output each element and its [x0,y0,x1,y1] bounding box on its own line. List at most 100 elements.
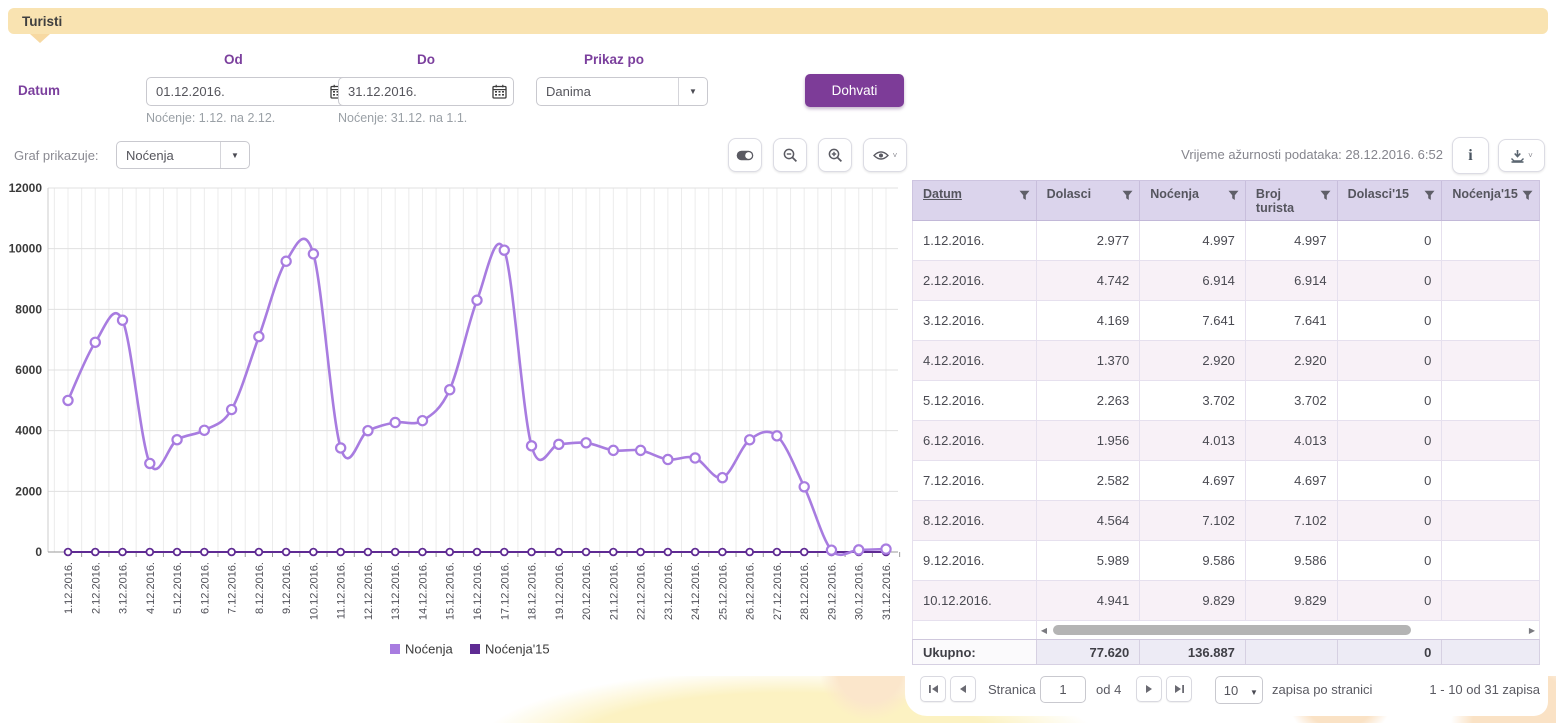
footer-total-cell: 0 [1338,640,1443,664]
column-label[interactable]: Noćenja [1150,187,1199,201]
display-by-value: Danima [546,84,591,99]
page-number-input[interactable]: 1 [1040,676,1086,703]
x-axis-tick-label: 11.12.2016. [336,562,348,619]
table-cell [1442,341,1539,380]
x-axis-tick-label: 18.12.2016. [527,562,539,620]
column-label[interactable]: Noćenja'15 [1452,187,1518,201]
next-page-button[interactable] [1136,676,1162,702]
column-label[interactable]: Datum [923,187,962,201]
table-cell: 7.102 [1140,501,1246,540]
x-axis-tick-label: 9.12.2016. [281,562,293,614]
column-label[interactable]: Dolasci [1046,187,1092,201]
table-cell [1442,541,1539,580]
table-hscrollbar-row: ◀ ▶ [912,621,1540,639]
y-axis-tick-label: 10000 [9,242,43,256]
table-cell: 2.920 [1246,341,1338,380]
scroll-left-icon[interactable]: ◀ [1040,625,1048,635]
last-page-button[interactable] [1166,676,1192,702]
date-from-input[interactable]: 01.12.2016. [146,77,352,106]
table-header-row: Datum Dolasci Noćenja Broj turista Dolasci'1… [912,180,1540,221]
filter-icon[interactable] [1019,190,1030,201]
x-axis-tick-label: 26.12.2016. [745,562,757,620]
table-row[interactable]: 6.12.2016. 1.956 4.013 4.013 0 [912,421,1540,461]
x-axis-tick-label: 29.12.2016. [826,562,838,620]
eye-icon [872,150,889,160]
date-to-input[interactable]: 31.12.2016. [338,77,514,106]
table-row[interactable]: 5.12.2016. 2.263 3.702 3.702 0 [912,381,1540,421]
table-cell: 1.370 [1037,341,1141,380]
filter-icon[interactable] [1424,190,1435,201]
first-page-button[interactable] [920,676,946,702]
table-cell: 10.12.2016. [913,581,1037,620]
table-cell: 0 [1338,261,1443,300]
line-chart[interactable]: 0 2000 4000 6000 8000 10000 12000 1.12.2016. 2.1… [0,178,910,678]
prev-page-icon [960,685,966,693]
table-row[interactable]: 2.12.2016. 4.742 6.914 6.914 0 [912,261,1540,301]
table-row[interactable]: 8.12.2016. 4.564 7.102 7.102 0 [912,501,1540,541]
table-cell: 7.12.2016. [913,461,1037,500]
legend-label: Noćenja [405,642,453,657]
column-header-no-enja-15[interactable]: Noćenja'15 [1442,181,1539,220]
zoom-in-button[interactable] [818,138,852,172]
table-cell: 4.697 [1140,461,1246,500]
table-cell: 4.941 [1037,581,1141,620]
calendar-icon[interactable] [485,78,513,105]
x-axis-tick-label: 15.12.2016. [445,562,457,620]
table-row[interactable]: 3.12.2016. 4.169 7.641 7.641 0 [912,301,1540,341]
table-row[interactable]: 10.12.2016. 4.941 9.829 9.829 0 [912,581,1540,621]
datum-label: Datum [18,83,61,98]
filter-icon[interactable] [1522,190,1533,201]
info-button[interactable]: i [1452,137,1489,174]
x-axis-tick-label: 19.12.2016. [554,562,566,620]
stranica-label: Stranica [988,682,1036,697]
table-row[interactable]: 9.12.2016. 5.989 9.586 9.586 0 [912,541,1540,581]
visibility-menu-button[interactable]: ˅ [863,138,907,172]
next-page-icon [1146,685,1152,693]
table-cell [1442,421,1539,460]
table-cell: 1.956 [1037,421,1141,460]
display-by-select[interactable]: Danima ▼ [536,77,708,106]
table-row[interactable]: 7.12.2016. 2.582 4.697 4.697 0 [912,461,1540,501]
chevron-down-icon: ˅ [892,150,898,160]
table-cell: 9.829 [1140,581,1246,620]
filter-icon[interactable] [1228,190,1239,201]
table-cell [1442,381,1539,420]
x-axis-tick-label: 30.12.2016. [854,562,866,620]
pagination-bar: Stranica 1 od 4 10 ▼ zapisa po stranici … [912,676,1540,706]
theme-toggle-button[interactable] [728,138,762,172]
zoom-out-button[interactable] [773,138,807,172]
table-cell: 7.641 [1140,301,1246,340]
table-row[interactable]: 4.12.2016. 1.370 2.920 2.920 0 [912,341,1540,381]
filter-icon[interactable] [1122,190,1133,201]
footer-total-cell [1246,640,1338,664]
table-cell: 0 [1338,541,1443,580]
page-size-select[interactable]: 10 ▼ [1215,676,1263,704]
column-header-dolasci-15[interactable]: Dolasci'15 [1338,181,1443,220]
column-header-no-enja[interactable]: Noćenja [1140,181,1246,220]
column-header-dolasci[interactable]: Dolasci [1037,181,1141,220]
export-button[interactable]: ˅ [1498,139,1545,172]
horizontal-scrollbar[interactable]: ◀ ▶ [1037,621,1539,639]
table-cell: 3.702 [1246,381,1338,420]
prev-page-button[interactable] [950,676,976,702]
table-cell [1442,261,1539,300]
scrollbar-thumb[interactable] [1053,625,1411,635]
table-row[interactable]: 1.12.2016. 2.977 4.997 4.997 0 [912,221,1540,261]
fetch-button[interactable]: Dohvati [805,74,904,107]
table-cell: 4.697 [1246,461,1338,500]
table-cell [1442,221,1539,260]
column-label[interactable]: Broj turista [1255,187,1295,216]
table-cell: 8.12.2016. [913,501,1037,540]
x-axis-tick-label: 24.12.2016. [690,562,702,620]
page-title: Turisti [22,13,63,29]
chart-series-select[interactable]: Noćenja ▼ [116,141,250,169]
filter-icon[interactable] [1320,190,1331,201]
table-cell [1442,461,1539,500]
table-cell: 9.586 [1140,541,1246,580]
column-header-datum[interactable]: Datum [913,181,1037,220]
column-label[interactable]: Dolasci'15 [1347,187,1409,201]
table-cell: 0 [1338,461,1443,500]
scroll-right-icon[interactable]: ▶ [1528,625,1536,635]
column-header-broj-turista[interactable]: Broj turista [1246,181,1338,220]
legend-label: Noćenja'15 [485,642,550,657]
